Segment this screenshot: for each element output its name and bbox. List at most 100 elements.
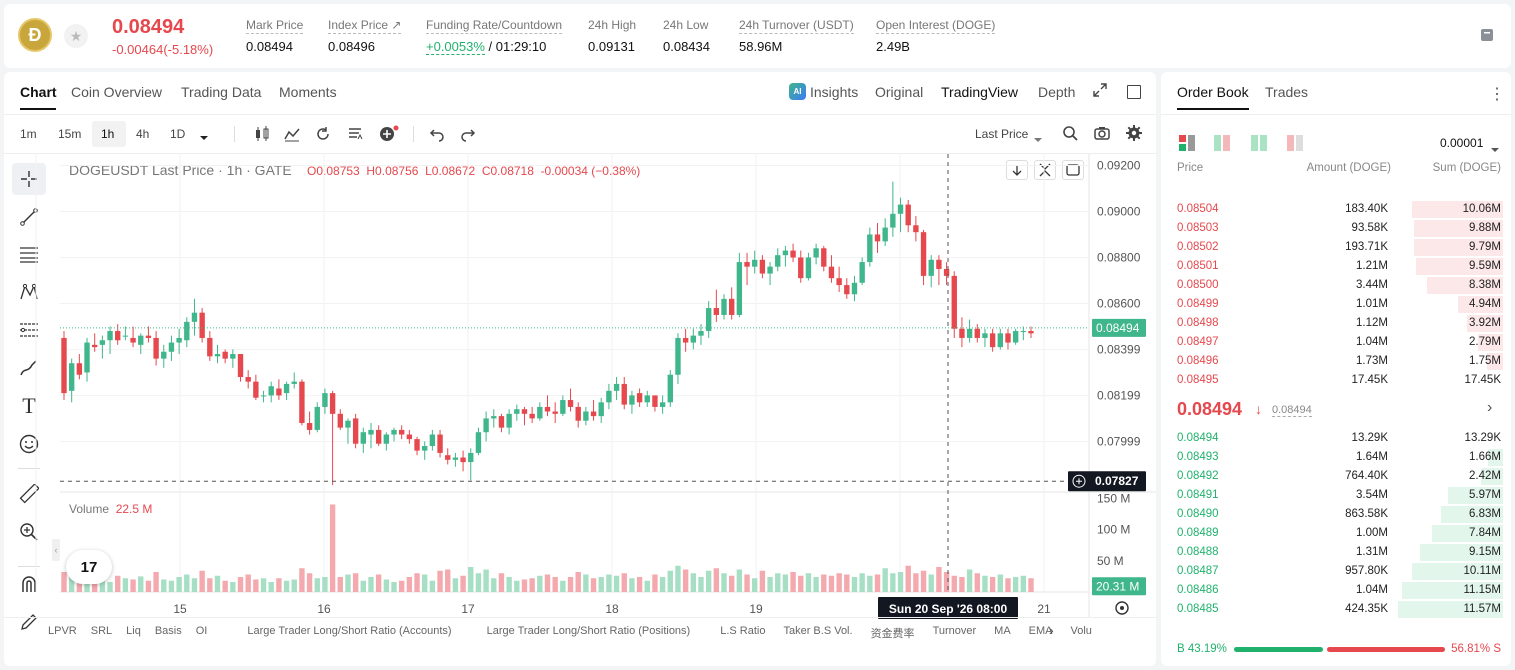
stat-24h-turnover: 24h Turnover (USDT) 58.96M (739, 18, 854, 54)
indicator-item[interactable]: OI (195, 625, 208, 637)
volume-bar (245, 574, 251, 592)
stat-index-price[interactable]: Index Price ↗ 0.08496 (328, 18, 402, 54)
y-tick-label: 0.08800 (1097, 250, 1141, 264)
tab-original[interactable]: Original (875, 84, 924, 100)
pattern-tool-icon[interactable] (12, 276, 46, 308)
tab-tradingview[interactable]: TradingView (941, 84, 1019, 100)
tab-moments[interactable]: Moments (279, 84, 337, 100)
ask-row[interactable]: 0.08496 1.73M 1.75M (1161, 352, 1511, 371)
search-icon[interactable] (1062, 125, 1078, 146)
refresh-icon[interactable] (315, 126, 331, 147)
collapse-toolbar-handle[interactable]: ‹ (52, 539, 60, 561)
tab-order-book[interactable]: Order Book (1177, 84, 1249, 100)
indicator-item[interactable]: Volu (1070, 625, 1092, 637)
brush-tool-icon[interactable] (12, 352, 46, 384)
view-both-alt-icon[interactable] (1214, 135, 1230, 156)
emoji-tool-icon[interactable] (12, 428, 46, 460)
bid-row[interactable]: 0.08491 3.54M 5.97M (1161, 486, 1511, 505)
tab-depth[interactable]: Depth (1038, 84, 1076, 100)
indicator-scroll-right-icon[interactable]: › (1049, 622, 1054, 638)
window-icon[interactable] (1127, 85, 1141, 99)
ask-row[interactable]: 0.08501 1.21M 9.59M (1161, 257, 1511, 276)
ask-row[interactable]: 0.08495 17.45K 17.45K (1161, 371, 1511, 390)
ask-row[interactable]: 0.08502 193.71K 9.79M (1161, 238, 1511, 257)
interval-1h[interactable]: 1h (92, 121, 126, 147)
price-chart[interactable]: 0.09200 0.09000 0.08800 0.08600 0.08399 0.081… (4, 72, 1156, 666)
indicator-item[interactable]: Taker B.S Vol. (783, 625, 853, 637)
undo-icon[interactable] (429, 126, 445, 147)
price-type-select[interactable]: Last Price (975, 127, 1029, 141)
expand-icon[interactable] (1093, 83, 1107, 100)
indicator-item[interactable]: Basis (154, 625, 182, 637)
text-tool-icon[interactable]: T (22, 393, 36, 418)
bid-row[interactable]: 0.08492 764.40K 2.42M (1161, 467, 1511, 486)
pencil-lock-tool-icon[interactable] (12, 606, 46, 638)
ask-row[interactable]: 0.08500 3.44M 8.38M (1161, 276, 1511, 295)
indicator-item[interactable]: Turnover (932, 625, 977, 637)
bid-row[interactable]: 0.08493 1.64M 1.66M (1161, 448, 1511, 467)
settings-gear-icon[interactable] (1126, 125, 1142, 146)
interval-4h[interactable]: 4h (136, 127, 150, 141)
indicator-item[interactable]: EMA (1028, 625, 1053, 637)
indicator-item[interactable]: MA (994, 625, 1011, 637)
chevron-down-icon[interactable] (1034, 130, 1042, 148)
candle-type-icon[interactable] (254, 126, 270, 147)
chevron-down-icon[interactable] (1491, 140, 1499, 158)
crosshair-tool-icon[interactable] (12, 163, 46, 195)
tab-trades[interactable]: Trades (1265, 84, 1309, 100)
view-asks-icon[interactable] (1287, 135, 1303, 156)
tab-trading-data[interactable]: Trading Data (181, 84, 262, 100)
bid-row[interactable]: 0.08490 863.58K 6.83M (1161, 505, 1511, 524)
favorite-star-icon[interactable]: ★ (64, 24, 88, 48)
bid-row[interactable]: 0.08485 424.35K 11.57M (1161, 600, 1511, 619)
stat-label[interactable]: Index Price ↗ (328, 18, 402, 34)
ask-row[interactable]: 0.08498 1.12M 3.92M (1161, 314, 1511, 333)
more-options-icon[interactable]: ⋮ (1489, 86, 1505, 103)
tab-coin-overview[interactable]: Coin Overview (71, 84, 163, 100)
fib-tool-icon[interactable] (12, 314, 46, 346)
view-both-icon[interactable] (1179, 135, 1195, 156)
templates-icon[interactable] (347, 126, 363, 147)
bid-row[interactable]: 0.08488 1.31M 9.15M (1161, 543, 1511, 562)
ask-row[interactable]: 0.08504 183.40K 10.06M (1161, 200, 1511, 219)
indicator-item[interactable]: Large Trader Long/Short Ratio (Positions… (486, 625, 691, 637)
tradingview-logo[interactable]: 17 (66, 550, 112, 584)
bid-row[interactable]: 0.08489 1.00M 7.84M (1161, 524, 1511, 543)
bid-row[interactable]: 0.08487 957.80K 10.11M (1161, 562, 1511, 581)
horizontal-lines-tool-icon[interactable] (12, 238, 46, 270)
tab-insights[interactable]: Insights (810, 84, 859, 100)
ask-row[interactable]: 0.08497 1.04M 2.79M (1161, 333, 1511, 352)
chevron-right-icon[interactable]: › (1487, 399, 1493, 416)
tab-chart[interactable]: Chart (20, 84, 57, 100)
indicator-item[interactable]: L.S Ratio (720, 625, 766, 637)
chart-settings-circle-icon[interactable] (1114, 600, 1130, 621)
interval-1m[interactable]: 1m (20, 127, 37, 141)
interval-dropdown-icon[interactable] (199, 129, 209, 147)
view-bids-icon[interactable] (1251, 135, 1267, 156)
indicator-item[interactable]: SRL (90, 625, 113, 637)
ask-row[interactable]: 0.08499 1.01M 4.94M (1161, 295, 1511, 314)
magnet-tool-icon[interactable] (12, 568, 46, 600)
tab-underline (20, 108, 56, 110)
indicator-item[interactable]: Large Trader Long/Short Ratio (Accounts) (247, 625, 452, 637)
bid-row[interactable]: 0.08494 13.29K 13.29K (1161, 429, 1511, 448)
candle-body (329, 393, 336, 414)
ask-sum: 9.79M (1469, 241, 1501, 253)
redo-icon[interactable] (460, 126, 476, 147)
indicators-icon[interactable] (284, 126, 300, 147)
volume-bar (1028, 578, 1034, 592)
camera-icon[interactable] (1094, 125, 1110, 146)
interval-15m[interactable]: 15m (58, 127, 82, 141)
indicator-item[interactable]: 资金费率 (870, 628, 915, 640)
indicator-item[interactable]: LPVR (48, 625, 77, 637)
ai-insights-icon[interactable]: AI (789, 83, 806, 100)
book-icon[interactable] (1478, 26, 1496, 44)
ruler-tool-icon[interactable] (12, 478, 46, 510)
add-indicator-icon[interactable] (379, 125, 399, 148)
indicator-item[interactable]: Liq (126, 625, 141, 637)
candle-body (943, 268, 950, 276)
bid-row[interactable]: 0.08486 1.04M 11.15M (1161, 581, 1511, 600)
interval-1d[interactable]: 1D (170, 127, 186, 141)
precision-select[interactable]: 0.00001 (1440, 136, 1484, 150)
ask-row[interactable]: 0.08503 93.58K 9.88M (1161, 219, 1511, 238)
